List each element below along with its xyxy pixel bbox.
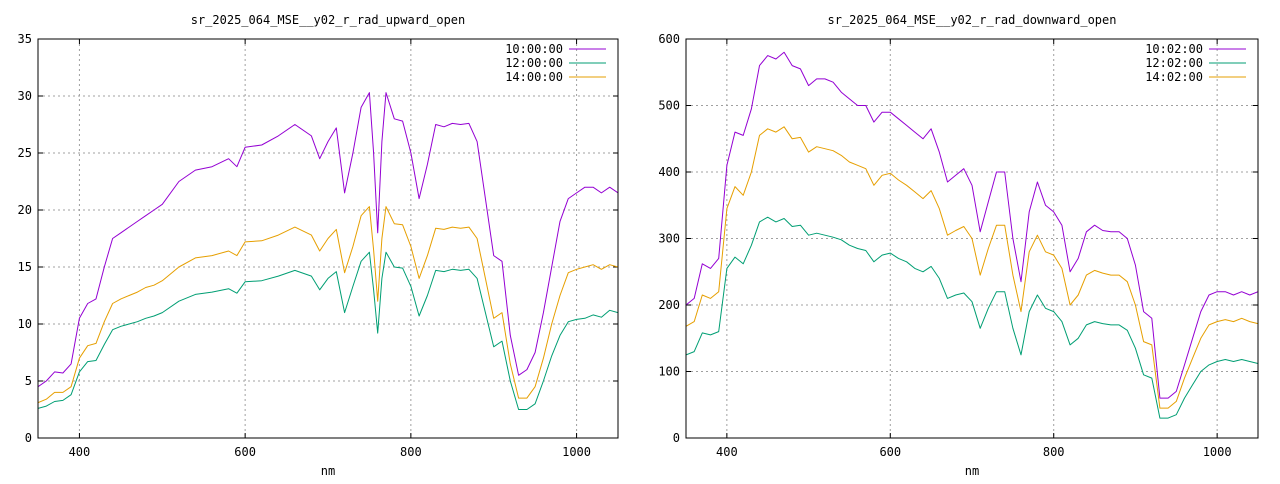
legend-label: 10:02:00 [1145, 42, 1203, 56]
plot-frame [685, 38, 1259, 439]
legend-entry: 10:00:00 [505, 42, 606, 56]
y-tick-label: 30 [18, 89, 32, 103]
series-line-120000 [38, 251, 618, 410]
legend-entry: 12:02:00 [1145, 56, 1246, 70]
y-tick-label: 400 [658, 165, 680, 179]
legend-label: 14:02:00 [1145, 70, 1203, 84]
chart-1: sr_2025_064_MSE__y02_r_rad_upward_open 0 5… [18, 13, 619, 478]
y-tick-label: 15 [18, 260, 32, 274]
y-tick-label: 0 [673, 431, 680, 445]
x-tick-label: 1000 [1203, 445, 1232, 459]
chart-2: sr_2025_064_MSE__y02_r_rad_downward_open… [658, 13, 1259, 478]
y-tick-label: 10 [18, 317, 32, 331]
legend-entry: 12:00:00 [505, 56, 606, 70]
y-tick-label: 20 [18, 203, 32, 217]
legend-label: 10:00:00 [505, 42, 563, 56]
y-tick-label: 600 [658, 32, 680, 46]
x-tick-label: 400 [716, 445, 738, 459]
x-tick-label: 600 [879, 445, 901, 459]
x-tick-label: 1000 [562, 445, 591, 459]
series-line-100200 [686, 51, 1258, 399]
y-tick-label: 100 [658, 365, 680, 379]
x-tick-label: 600 [234, 445, 256, 459]
legend-entry: 14:02:00 [1145, 70, 1246, 84]
legend-label: 12:00:00 [505, 56, 563, 70]
y-tick-label: 0 [25, 431, 32, 445]
y-tick-label: 25 [18, 146, 32, 160]
y-tick-label: 35 [18, 32, 32, 46]
chart-title: sr_2025_064_MSE__y02_r_rad_downward_open [828, 13, 1117, 27]
series-line-140200 [686, 126, 1258, 409]
x-tick-label: 400 [69, 445, 91, 459]
y-tick-label: 500 [658, 99, 680, 113]
x-tick-label: 800 [400, 445, 422, 459]
y-tick-label: 300 [658, 232, 680, 246]
y-tick-label: 5 [25, 374, 32, 388]
legend-entry: 10:02:00 [1145, 42, 1246, 56]
plot-frame [37, 38, 619, 439]
legend-entry: 14:00:00 [505, 70, 606, 84]
legend-label: 14:00:00 [505, 70, 563, 84]
series-line-100000 [38, 92, 618, 388]
x-axis-label: nm [965, 464, 979, 478]
series-line-140000 [38, 206, 618, 404]
legend-label: 12:02:00 [1145, 56, 1203, 70]
x-tick-label: 800 [1043, 445, 1065, 459]
series-line-120200 [686, 216, 1258, 419]
x-axis-label: nm [321, 464, 335, 478]
y-tick-label: 200 [658, 298, 680, 312]
chart-title: sr_2025_064_MSE__y02_r_rad_upward_open [191, 13, 466, 27]
